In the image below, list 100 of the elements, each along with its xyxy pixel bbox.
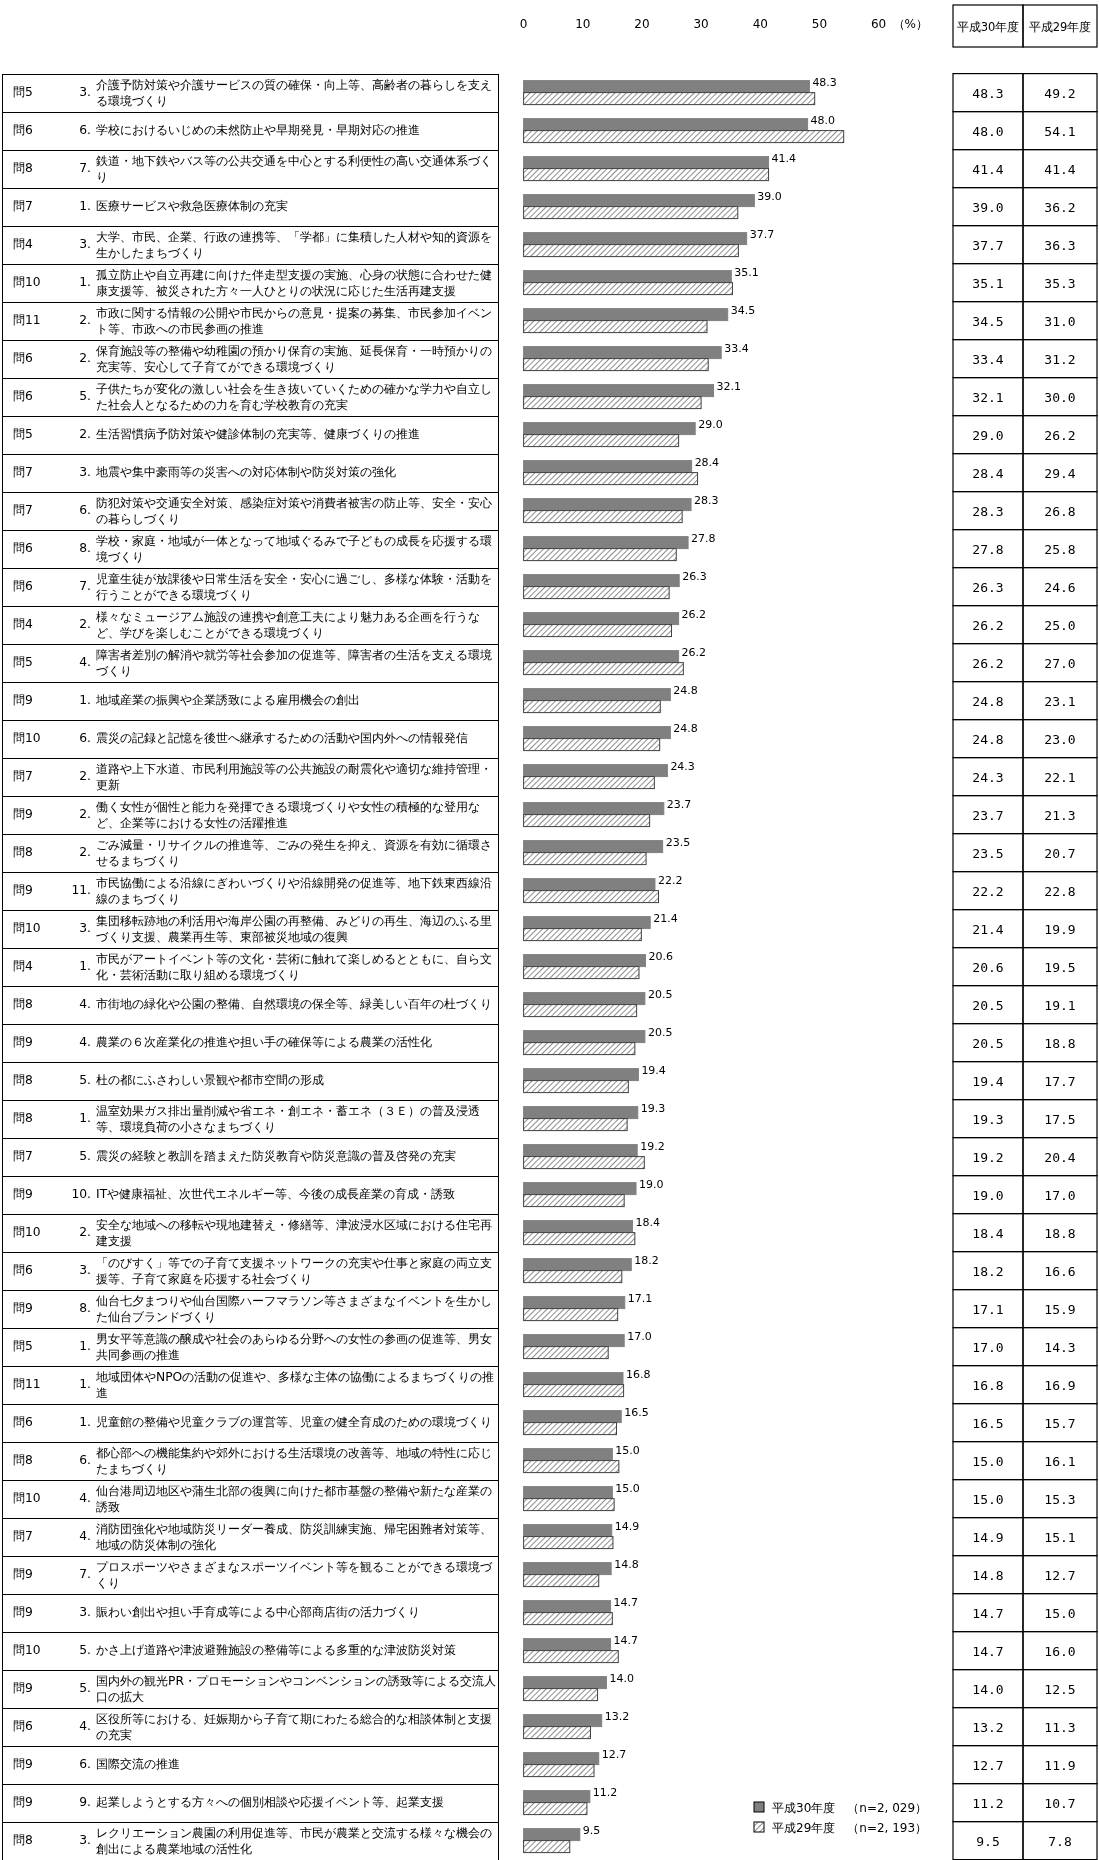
text: 26.2 (681, 607, 707, 621)
bar (523, 1840, 571, 1854)
bar (523, 624, 673, 638)
category-label: 問9 2. 働く女性が個性と能力を発揮できる環境づくりや女性の積極的な登用など、企業等における女性の活躍推進 (13, 799, 480, 830)
text: 14.8 (614, 1557, 639, 1571)
bar (523, 954, 646, 968)
x-tick-label: 10 (575, 17, 591, 31)
bar (523, 1448, 613, 1462)
bar (523, 1144, 638, 1158)
data-label: 18.8 (1044, 1225, 1076, 1241)
text: 17.0 (627, 1329, 652, 1343)
data-label: 22.2 (972, 883, 1004, 899)
category-label: 問10 4. 仙台港周辺地区や蒲生北部の復興に向けた都市基盤の整備や新たな産業の誘致 (13, 1483, 492, 1514)
bar (523, 1612, 613, 1626)
bar (523, 840, 664, 854)
data-label: 10.7 (1044, 1795, 1076, 1811)
bar (523, 156, 770, 170)
bar (523, 434, 680, 448)
text: 48.3 (812, 75, 837, 89)
text: 28.3 (694, 493, 719, 507)
data-label: 26.8 (1044, 503, 1076, 519)
legend-label: 平成30年度 （n=2, 029） (772, 1801, 928, 1815)
category-label: 問8 2. ごみ減量・リサイクルの推進等、ごみの発生を抑え、資源を有効に循環させるまちづくり (13, 837, 492, 868)
data-label: 18.2 (972, 1263, 1004, 1279)
bar (523, 1422, 617, 1436)
bar (523, 168, 770, 182)
category-label: 問8 4. 市街地の緑化や公園の整備、自然環境の保全等、緑美しい百年の杜づくり (13, 997, 492, 1012)
category-label: 問10 5. かさ上げ道路や津波避難施設の整備等による多重的な津波防災対策 (13, 1643, 456, 1658)
category-label: 問9 11. 市民協働による沿線にぎわいづくりや沿線開発の促進等、地下鉄東西線沿線のまちづくり (13, 875, 492, 906)
data-label: 31.0 (1044, 313, 1076, 329)
category-label: 問8 1. 温室効果ガス排出量削減や省エネ・創エネ・蓄エネ（３Ｅ）の普及浸透等、環境負荷の小さなまちづくり (13, 1103, 480, 1134)
bar (523, 1194, 625, 1208)
data-label: 49.2 (1044, 85, 1076, 101)
text: 33.4 (724, 341, 749, 355)
data-label: 35.1 (972, 275, 1004, 291)
bar (523, 814, 651, 828)
data-label: 11.9 (1044, 1757, 1076, 1773)
text: 23.7 (666, 797, 692, 811)
text: 平成30年度 (956, 20, 1020, 34)
bar (523, 1410, 622, 1424)
category-label: 問6 4. 区役所等における、妊娠期から子育て期にわたる総合的な相談体制と支援の充実 (13, 1711, 492, 1742)
x-tick-label: 30 (693, 17, 709, 31)
bar (523, 1828, 581, 1842)
bar (523, 1486, 613, 1500)
x-tick-label: 20 (634, 17, 650, 31)
text: 48.0 (810, 113, 836, 127)
bar (523, 726, 671, 740)
category-label: 問9 7. プロスポーツやさまざまなスポーツイベント等を観ることができる環境づくり (13, 1559, 492, 1590)
text: 9.5 (582, 1823, 601, 1837)
data-label: 29.0 (972, 427, 1004, 443)
data-label: 29.4 (1044, 465, 1076, 481)
category-label: 問6 1. 児童館の整備や児童クラブの運営等、児童の健全育成のための環境づくり (13, 1415, 492, 1430)
data-label: 12.7 (1044, 1567, 1076, 1583)
data-label: 24.6 (1044, 579, 1076, 595)
text: 15.0 (615, 1481, 640, 1495)
category-label: 問7 3. 地震や集中豪雨等の災害への対応体制や防災対策の強化 (13, 465, 396, 480)
bar (523, 80, 810, 94)
bar (523, 966, 640, 980)
category-label: 問5 2. 生活習慣病予防対策や健診体制の充実等、健康づくりの推進 (13, 427, 420, 442)
bar (523, 1334, 625, 1348)
category-label: 問7 4. 消防団強化や地域防災リーダー養成、防災訓練実施、帰宅困難者対策等、地域の防災体制の強化 (13, 1521, 492, 1552)
data-label: 19.0 (972, 1187, 1004, 1203)
category-label: 問4 2. 様々なミュージアム施設の連携や創意工夫により魅力ある企画を行うなど、学びを楽しむことができる環境づくり (13, 609, 480, 640)
text: 15.0 (615, 1443, 640, 1457)
data-label: 36.3 (1044, 237, 1076, 253)
data-label: 15.0 (972, 1491, 1004, 1507)
category-label: 問7 6. 防犯対策や交通安全対策、感染症対策や消費者被害の防止等、安全・安心の暮らしづくり (13, 495, 492, 526)
data-label: 16.1 (1044, 1453, 1076, 1469)
bar (523, 612, 680, 626)
category-label: 問6 2. 保育施設等の整備や幼稚園の預かり保育の実施、延長保育・一時預かりの充実等、安心して子育てができる環境づくり (13, 343, 492, 374)
category-label: 問8 7. 鉄道・地下鉄やバス等の公共交通を中心とする利便性の高い交通体系づくり (13, 153, 492, 184)
data-label: 19.1 (1044, 997, 1076, 1013)
category-label: 問5 1. 男女平等意識の醸成や社会のあらゆる分野への女性の参画の促進等、男女共同参画の推進 (13, 1331, 492, 1362)
data-label: 26.2 (972, 655, 1004, 671)
data-label: 15.7 (1044, 1415, 1076, 1431)
bar (523, 802, 665, 816)
bar (523, 194, 755, 208)
data-label: 33.4 (972, 351, 1004, 367)
data-label: 22.1 (1044, 769, 1076, 785)
text: 29.0 (698, 417, 723, 431)
data-label: 24.3 (972, 769, 1004, 785)
bar (523, 1676, 607, 1690)
data-label: 54.1 (1044, 123, 1076, 139)
data-label: 17.1 (972, 1301, 1004, 1317)
category-label: 問9 8. 仙台七夕まつりや仙台国際ハーフマラソン等さまざまなイベントを生かした仙台ブランドづくり (13, 1293, 492, 1324)
data-label: 18.4 (972, 1225, 1004, 1241)
text: 14.7 (613, 1595, 639, 1609)
x-tick-label: 50 (811, 17, 828, 31)
x-tick-label: 0 (519, 17, 528, 31)
text: 26.3 (682, 569, 707, 583)
text: 19.2 (640, 1139, 665, 1153)
bar (523, 1802, 588, 1816)
bar (523, 384, 715, 398)
data-label: 15.0 (972, 1453, 1004, 1469)
category-label: 問9 5. 国内外の観光PR・プロモーションやコンベンションの誘致等による交流人口の拡大 (13, 1673, 496, 1704)
bar (523, 1030, 646, 1044)
data-label: 12.7 (972, 1757, 1004, 1773)
data-label: 19.9 (1044, 921, 1076, 937)
data-label: 15.1 (1044, 1529, 1076, 1545)
bar (523, 1536, 614, 1550)
